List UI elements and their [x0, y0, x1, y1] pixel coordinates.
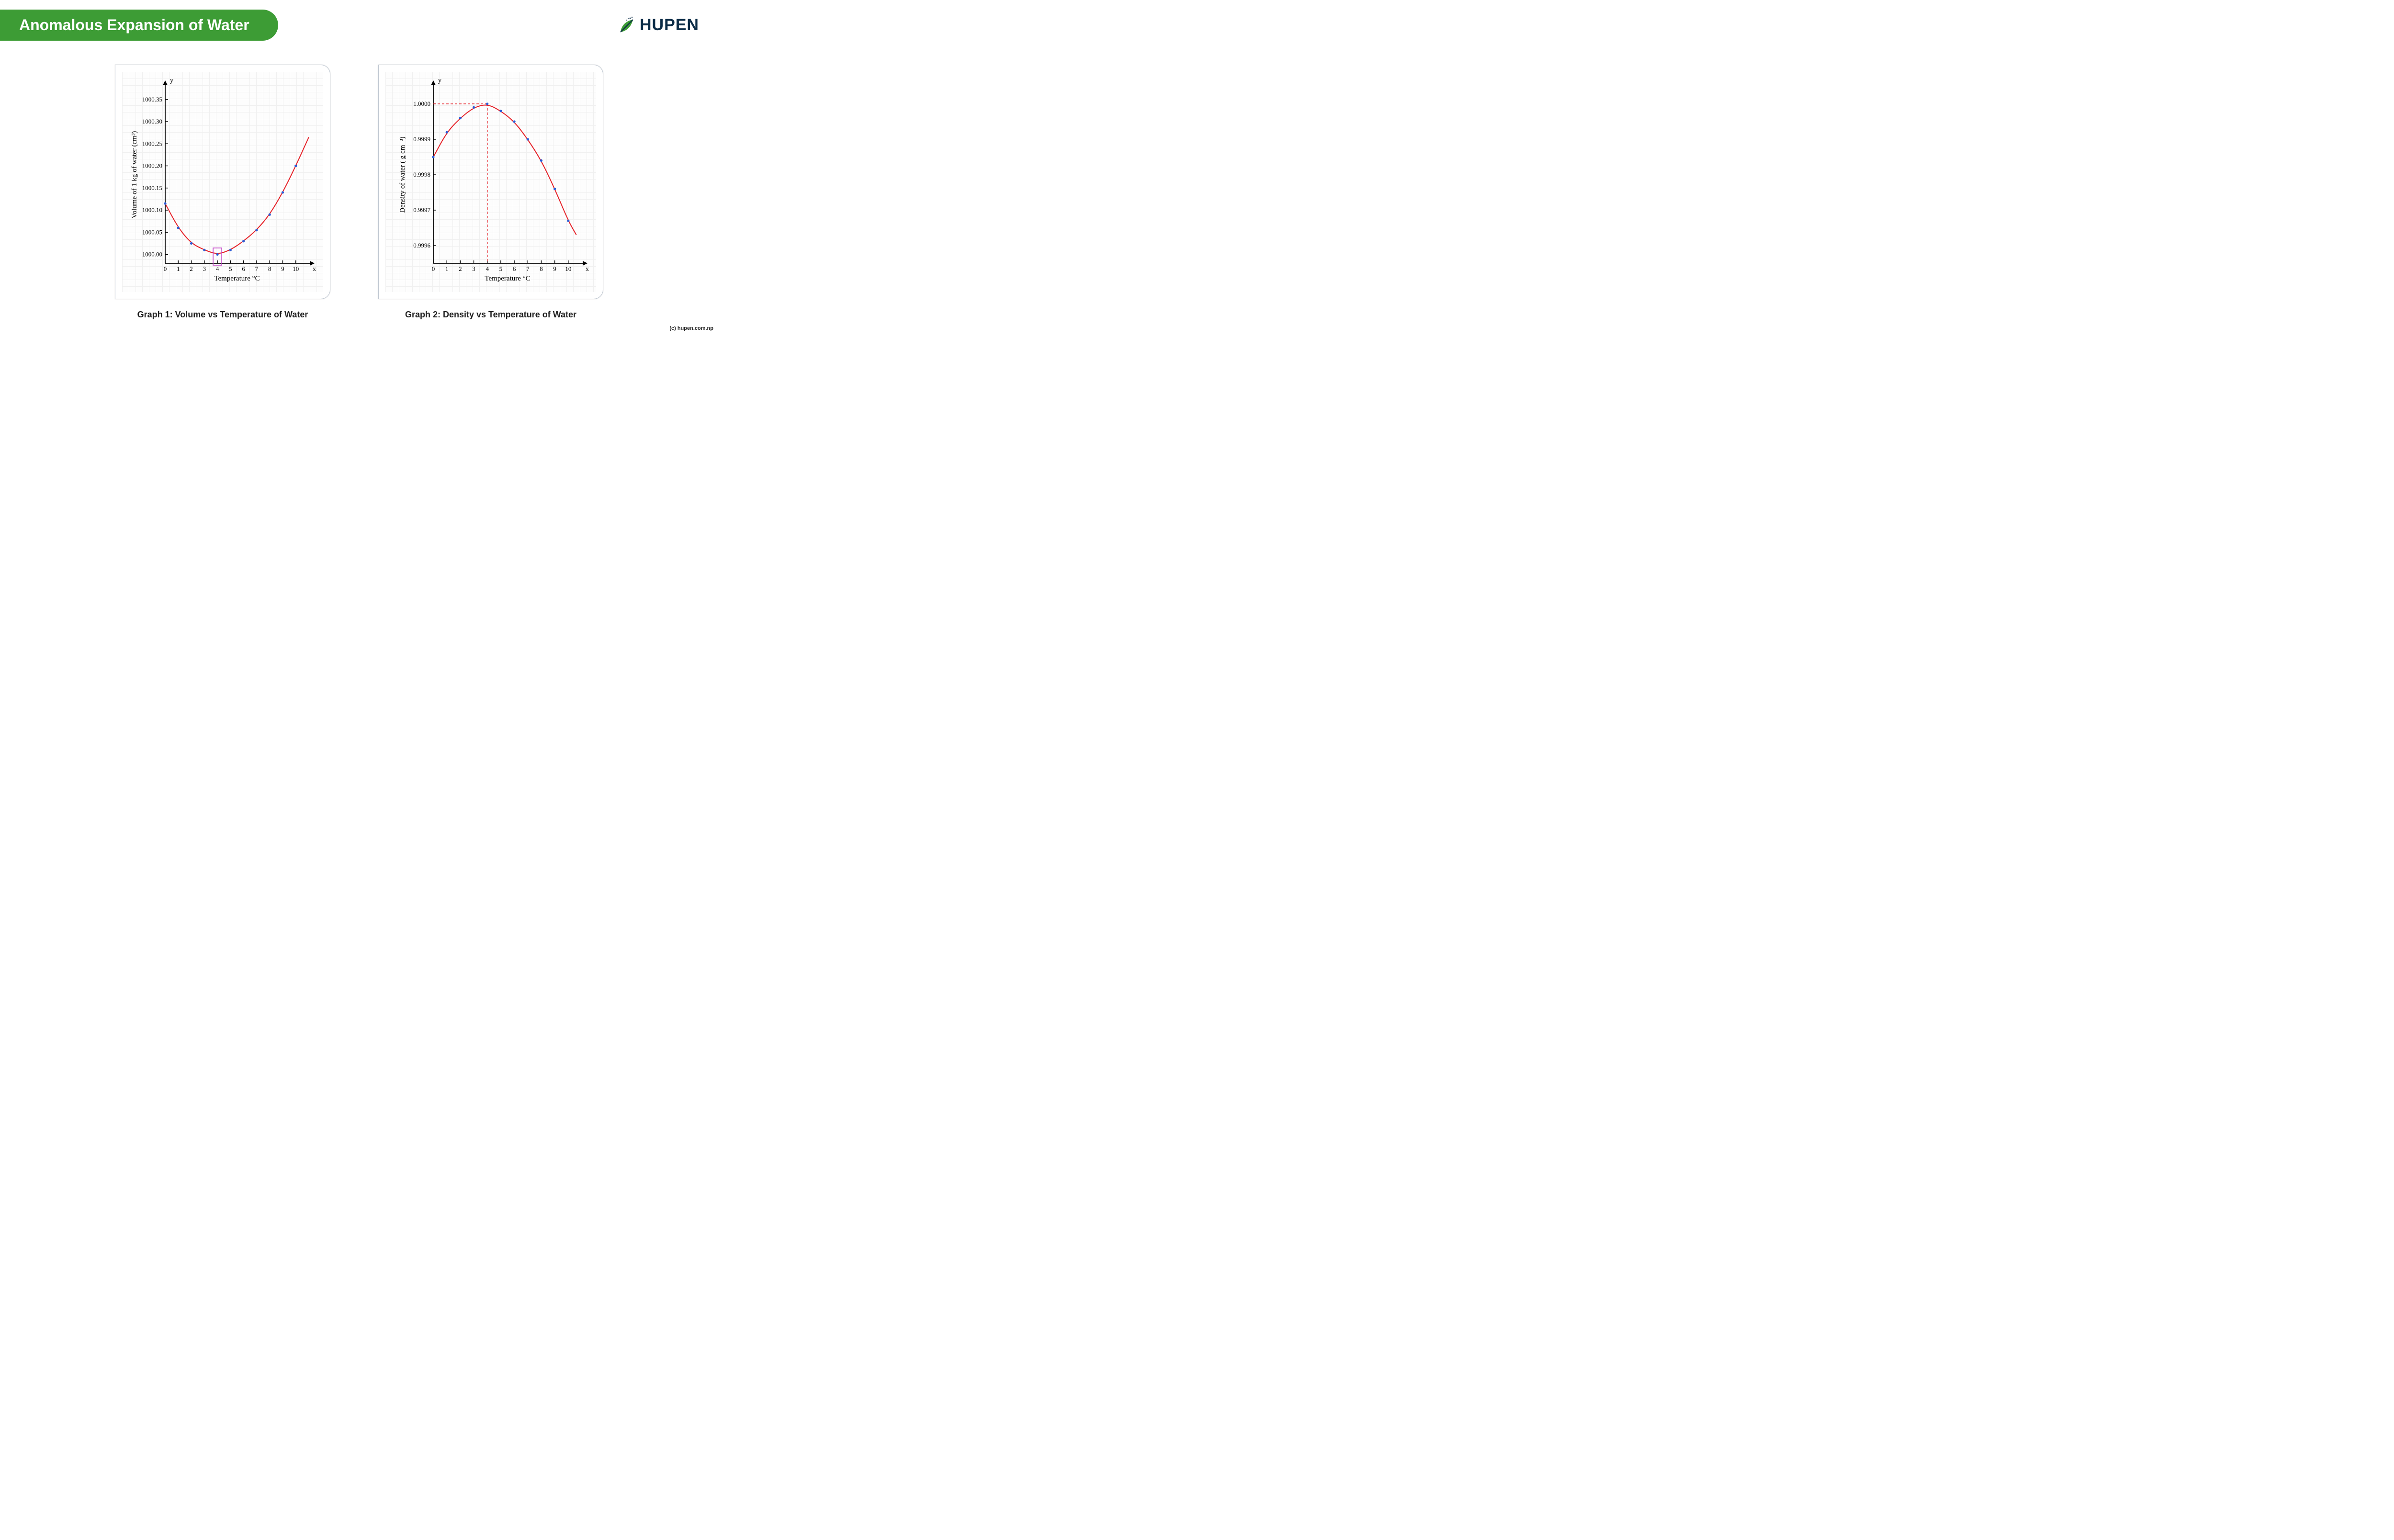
header: Anomalous Expansion of Water HUPEN: [0, 10, 718, 41]
svg-text:3: 3: [472, 265, 475, 272]
chart1-column: y x 0 1 2 3 4 5 6 7 8 9 10 1000.00 1000.05 1000.10 1000.…: [115, 65, 330, 320]
svg-text:10: 10: [293, 265, 299, 272]
chart1-plot: y x 0 1 2 3 4 5 6 7 8 9 10 1000.00 1000.05 1000.10 1000.…: [122, 72, 323, 292]
svg-text:5: 5: [229, 265, 232, 272]
brand-logo: HUPEN: [617, 16, 699, 35]
svg-text:0.9997: 0.9997: [413, 206, 430, 214]
svg-text:1000.30: 1000.30: [142, 118, 162, 125]
svg-text:1: 1: [445, 265, 449, 272]
svg-text:5: 5: [499, 265, 503, 272]
chart2-plot: y x 0 1 2 3 4 5 6 7 8 9 10 0.9996 0.9997 0.9998 0.9999 1.…: [385, 72, 596, 292]
copyright: (c) hupen.com.np: [669, 326, 713, 331]
svg-text:0: 0: [164, 265, 167, 272]
svg-text:1000.20: 1000.20: [142, 162, 162, 169]
leaf-icon: [617, 16, 636, 35]
svg-text:4: 4: [216, 265, 219, 272]
svg-text:x: x: [586, 266, 589, 273]
svg-text:0: 0: [432, 265, 435, 272]
chart2-column: y x 0 1 2 3 4 5 6 7 8 9 10 0.9996 0.9997 0.9998 0.9999 1.…: [378, 65, 603, 320]
svg-text:0.9998: 0.9998: [413, 171, 430, 178]
page-title: Anomalous Expansion of Water: [0, 10, 278, 41]
chart1-panel: y x 0 1 2 3 4 5 6 7 8 9 10 1000.00 1000.05 1000.10 1000.…: [115, 65, 330, 299]
svg-text:7: 7: [526, 265, 530, 272]
svg-text:2: 2: [459, 265, 462, 272]
svg-text:y: y: [438, 77, 441, 84]
svg-text:8: 8: [268, 265, 271, 272]
svg-text:1000.15: 1000.15: [142, 184, 162, 191]
svg-text:2: 2: [190, 265, 193, 272]
chart2-caption: Graph 2: Density vs Temperature of Water: [405, 310, 576, 320]
svg-text:0.9996: 0.9996: [413, 242, 430, 249]
chart2-panel: y x 0 1 2 3 4 5 6 7 8 9 10 0.9996 0.9997 0.9998 0.9999 1.…: [378, 65, 603, 299]
svg-text:7: 7: [255, 265, 259, 272]
charts-container: yx0123456789101000.001000.051000.101000.…: [0, 65, 718, 320]
svg-text:1000.00: 1000.00: [142, 251, 162, 258]
svg-text:9: 9: [553, 265, 556, 272]
svg-text:4: 4: [486, 265, 489, 272]
svg-text:y: y: [170, 77, 173, 84]
svg-text:Volume of 1 kg of water (cm³): Volume of 1 kg of water (cm³): [131, 131, 138, 219]
svg-text:6: 6: [513, 265, 516, 272]
svg-text:Density of water ( g cm⁻³): Density of water ( g cm⁻³): [399, 136, 407, 213]
svg-text:1000.25: 1000.25: [142, 140, 162, 147]
svg-text:3: 3: [203, 265, 206, 272]
svg-text:6: 6: [242, 265, 245, 272]
svg-text:10: 10: [565, 265, 571, 272]
chart1-caption: Graph 1: Volume vs Temperature of Water: [137, 310, 308, 320]
svg-text:9: 9: [281, 265, 284, 272]
svg-text:1000.05: 1000.05: [142, 228, 162, 236]
brand-name: HUPEN: [640, 16, 699, 34]
svg-text:8: 8: [540, 265, 543, 272]
svg-text:1: 1: [177, 265, 180, 272]
svg-text:x: x: [313, 266, 316, 273]
svg-text:1000.10: 1000.10: [142, 206, 162, 214]
svg-text:1.0000: 1.0000: [413, 100, 430, 107]
svg-text:Temperature °C: Temperature °C: [485, 275, 530, 282]
svg-text:1000.35: 1000.35: [142, 96, 162, 103]
svg-text:0.9999: 0.9999: [413, 135, 430, 143]
svg-text:Temperature °C: Temperature °C: [214, 275, 260, 282]
